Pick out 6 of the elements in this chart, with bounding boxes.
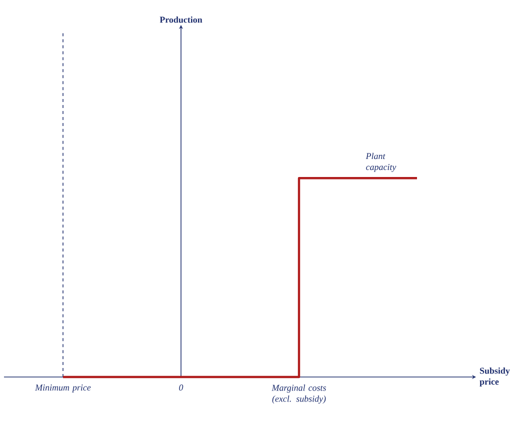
text: Production xyxy=(160,16,202,23)
x-tick-label: Minimum price xyxy=(35,384,91,392)
x-tick-label: Marginal costs (excl. subsidy) xyxy=(272,384,326,404)
x-axis-title: Subsidy price xyxy=(480,367,510,387)
x-tick-label: 0 xyxy=(179,384,184,391)
text: Plant capacity xyxy=(366,152,396,172)
